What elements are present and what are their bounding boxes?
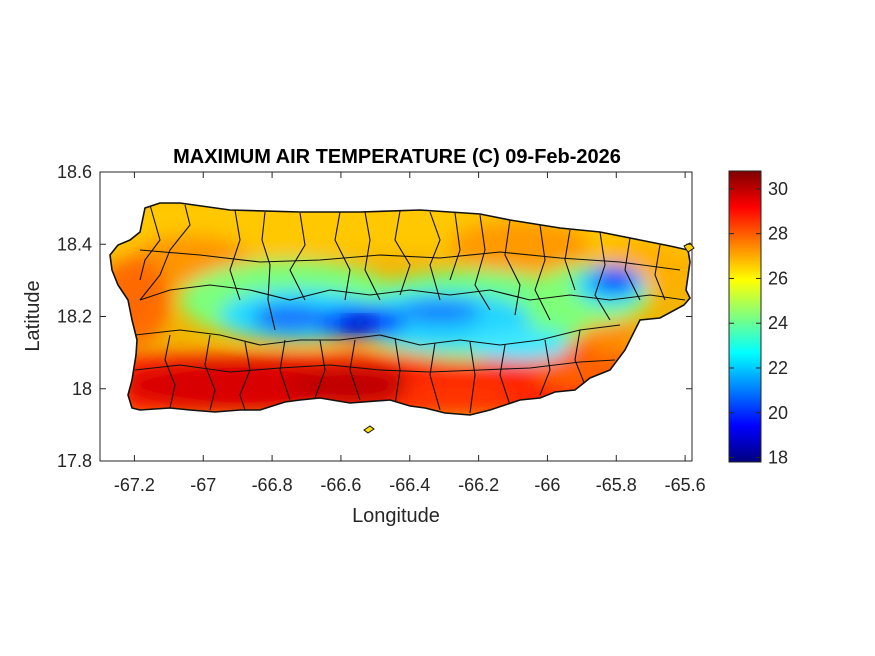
y-tick-label: 18.6 (57, 162, 92, 182)
x-tick-label: -66 (534, 475, 560, 495)
caja-de-muertos-island (363, 425, 375, 434)
colorbar-tick-label: 22 (768, 358, 788, 378)
y-tick-label: 17.8 (57, 451, 92, 471)
y-tick-label: 18 (72, 379, 92, 399)
x-axis: -67.2 -67 -66.8 -66.6 -66.4 -66.2 -66 -65.8 -65.… (114, 172, 706, 495)
x-tick-label: -66.2 (458, 475, 499, 495)
x-tick-label: -65.8 (596, 475, 637, 495)
municipality-boundaries (134, 204, 686, 414)
colorbar-tick-label: 28 (768, 224, 788, 244)
colorbar-tick-label: 26 (768, 268, 788, 288)
x-tick-label: -67 (190, 475, 216, 495)
y-tick-label: 18.4 (57, 234, 92, 254)
x-tick-label: -66.8 (252, 475, 293, 495)
y-tick-label: 18.2 (57, 307, 92, 327)
temperature-field (110, 203, 690, 415)
colorbar-tick-label: 18 (768, 448, 788, 468)
y-axis: 18.6 18.4 18.2 18 17.8 (57, 162, 692, 471)
colorbar (728, 170, 762, 463)
x-tick-label: -66.6 (320, 475, 361, 495)
x-tick-label: -65.6 (665, 475, 706, 495)
x-axis-label: Longitude (352, 505, 440, 527)
colorbar-tick-label: 30 (768, 179, 788, 199)
y-axis-label: Latitude (22, 280, 44, 351)
colorbar-tick-label: 20 (768, 403, 788, 423)
colorbar-tick-label: 24 (768, 313, 788, 333)
colorbar-ticks: 30 28 26 24 22 20 18 (729, 179, 788, 468)
x-tick-label: -67.2 (114, 475, 155, 495)
chart-title: MAXIMUM AIR TEMPERATURE (C) 09-Feb-2026 (173, 146, 621, 168)
x-tick-label: -66.4 (389, 475, 430, 495)
